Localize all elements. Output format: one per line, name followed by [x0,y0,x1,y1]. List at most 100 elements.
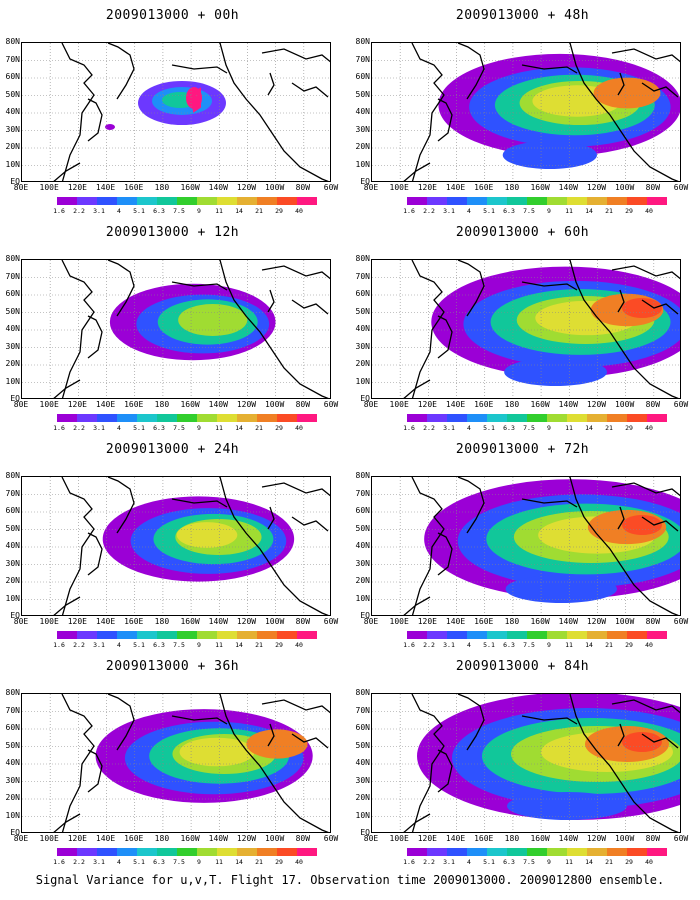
latitude-label: 30N [5,558,20,568]
latitude-label: 80N [5,471,20,480]
coastline-7 [53,379,81,398]
colorbar-label: 5.1 [133,207,145,215]
longitude-label: 140W [558,400,578,409]
map-area [371,42,681,182]
longitude-label: 180 [154,400,170,409]
map-area [21,693,331,833]
colorbar-label: 4 [467,641,471,649]
latitude-label: EQ [360,611,370,620]
latitude-label: 30N [355,341,370,351]
colorbar-label: 4 [117,207,121,215]
coastline-0 [61,477,95,615]
colorbar-label: 14 [235,207,243,215]
colorbar-swatch [237,631,257,639]
latitude-label: 10N [355,376,370,386]
colorbar-swatch [487,197,507,205]
longitude-label: 160W [530,617,550,626]
longitude-label: 100W [614,834,635,843]
variance-field [372,694,680,832]
coastline-6 [641,299,679,315]
longitude-label: 80E [13,183,29,192]
colorbar-label: 2.2 [73,207,85,215]
latitude-label: 40N [355,324,370,333]
longitude-label: 180 [504,400,520,409]
colorbar-swatch [627,848,647,856]
coastline-0 [411,477,445,615]
colorbar-swatch [527,197,547,205]
longitude-label: 100W [264,400,285,409]
colorbar-swatch [447,631,467,639]
latitude-label: 70N [5,54,20,64]
colorbar-label: 7.5 [523,641,535,649]
longitude-label: 160E [474,400,494,409]
coastline-1 [457,477,485,534]
colorbar-swatch [427,197,447,205]
colorbar-swatch [297,631,317,639]
colorbar-label: 40 [295,858,303,866]
latitude-label: 70N [5,488,20,498]
colorbar-swatch [407,631,427,639]
latitude-label: 80N [5,254,20,263]
latitude-label: 10N [5,159,20,169]
latitude-label: 50N [355,306,370,316]
latitude-label: 40N [355,541,370,550]
colorbar-label: 9 [197,207,201,215]
longitude-label: 140E [95,834,116,843]
colorbar-swatch [177,848,197,856]
coastline-2 [87,532,103,576]
colorbar-swatch [157,414,177,422]
coastline-7 [53,596,81,615]
coastline-0 [411,43,445,181]
figure-caption: Signal Variance for u,v,T. Flight 17. Ob… [35,873,665,887]
colorbar-swatch [97,414,117,422]
longitude-label: 140W [558,183,578,192]
coastline-0 [61,43,95,181]
colorbar-label: 4 [117,424,121,432]
latitude-label: 80N [355,471,370,480]
colorbar-swatch [467,631,487,639]
longitude-label: 60W [323,183,339,192]
colorbar-label: 11 [215,858,223,866]
map-panel-12h: 2009013000 + 12h 80N 70N 60N 50N 40N 30N 20N 10N… [0,217,345,432]
longitude-label: 80E [363,400,379,409]
map-panel-0h: 2009013000 + 00h 80N 70N 60N 50N 40N 30N 20N 10N… [0,0,345,215]
longitude-label: 80W [645,617,661,626]
latitude-label: EQ [10,394,20,403]
coastline-3 [521,498,578,508]
colorbar-swatch [77,197,97,205]
longitude-label: 80W [645,834,661,843]
latitude-label: 80N [355,254,370,263]
latitude-label: 60N [355,723,370,732]
latitude-label: 80N [355,688,370,697]
colorbar-label: 1.6 [403,858,415,866]
latitude-label: 50N [5,89,20,99]
latitude-label: 20N [5,142,20,151]
colorbar-label: 9 [547,424,551,432]
coastline-6 [291,733,329,749]
colorbar-label: 7.5 [173,424,185,432]
colorbar-label: 3.1 [93,641,105,649]
variance-field [22,694,330,832]
colorbar-label: 21 [255,641,263,649]
colorbar-swatch [507,414,527,422]
colorbar-label: 14 [585,858,593,866]
colorbar-label: 40 [645,207,653,215]
panel-title: 2009013000 + 24h [105,442,240,457]
latitude-label: 60N [5,289,20,298]
colorbar-label: 21 [605,207,613,215]
latitude-label: 50N [5,740,20,750]
colorbar-label: 1.6 [403,424,415,432]
colorbar-label: 5.1 [483,641,495,649]
longitude-label: 100E [389,617,409,626]
coastline-0 [61,694,95,832]
colorbar-swatch [117,414,137,422]
colorbar-swatch [467,414,487,422]
coastline-4 [569,260,679,398]
colorbar-label: 2.2 [73,858,85,866]
longitude-label: 140E [95,183,116,192]
coastline-4 [219,260,329,398]
latitude-label: EQ [360,177,370,186]
coastline-6 [291,299,329,315]
colorbar-swatch [217,631,237,639]
colorbar [407,848,667,856]
